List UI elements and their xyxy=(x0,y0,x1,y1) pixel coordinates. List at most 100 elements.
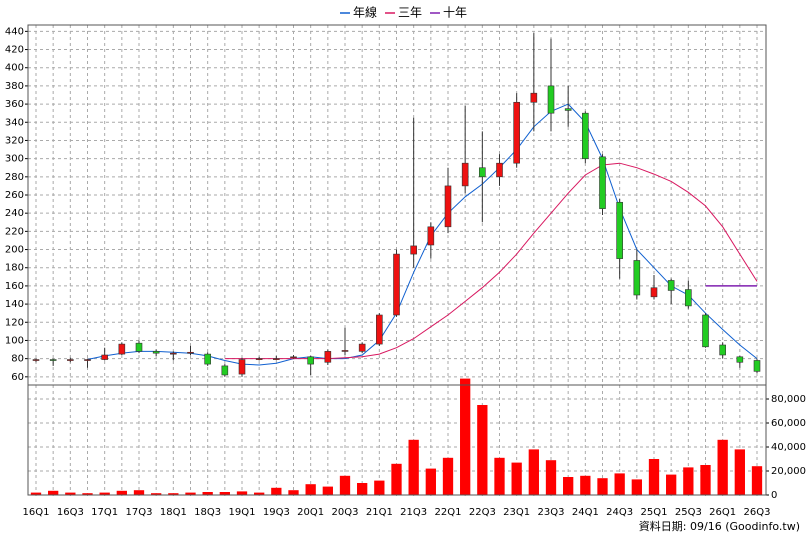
y2-tick-label: 40,000 xyxy=(771,442,806,453)
candle-body xyxy=(290,356,297,359)
candle-body xyxy=(685,289,692,307)
y-tick-label: 220 xyxy=(5,226,24,237)
candle-body xyxy=(376,314,383,345)
candle-body xyxy=(170,352,177,355)
y-tick-label: 320 xyxy=(5,135,24,146)
candle-body xyxy=(479,167,486,178)
volume-bar xyxy=(30,492,42,495)
candle-body xyxy=(633,260,641,296)
x-tick-label: 18Q1 xyxy=(160,507,187,518)
volume-bar xyxy=(614,473,625,495)
candle-body xyxy=(118,343,126,355)
y-tick-label: 260 xyxy=(5,190,24,201)
legend-label: 年線 xyxy=(353,5,377,20)
y2-tick-label: 20,000 xyxy=(771,466,806,477)
candle-body xyxy=(616,201,623,259)
x-tick-label: 25Q3 xyxy=(675,507,702,518)
volume-bar xyxy=(734,449,745,495)
volume-bar xyxy=(322,486,333,495)
y-tick-label: 300 xyxy=(5,154,24,165)
y-tick-label: 240 xyxy=(5,208,24,219)
x-tick-label: 26Q3 xyxy=(744,507,771,518)
volume-bar xyxy=(339,475,351,495)
volume-bar xyxy=(357,483,368,495)
volume-bar xyxy=(511,462,522,495)
volume-bar xyxy=(271,487,282,495)
x-tick-label: 21Q1 xyxy=(366,507,393,518)
candle-body xyxy=(101,354,108,360)
candle-body xyxy=(513,101,520,164)
legend-label: 十年 xyxy=(443,6,467,20)
volume-bar xyxy=(185,492,196,495)
volume-bar xyxy=(99,492,110,495)
x-tick-label: 22Q3 xyxy=(469,507,496,518)
volume-bar xyxy=(65,492,76,495)
candle-body xyxy=(530,92,538,103)
volume-bar xyxy=(580,475,591,495)
y-tick-label: 200 xyxy=(5,245,24,256)
candle-body xyxy=(32,359,40,361)
candle-body xyxy=(496,162,503,178)
y-tick-label: 400 xyxy=(5,63,24,74)
volume-bar xyxy=(391,463,402,495)
candle-body xyxy=(427,226,435,246)
volume-bar xyxy=(133,490,145,495)
volume-bar xyxy=(374,480,385,495)
volume-bar xyxy=(425,468,436,495)
candle-body xyxy=(324,351,332,363)
x-tick-label: 23Q3 xyxy=(538,507,565,518)
volume-bar xyxy=(700,465,711,495)
x-tick-label: 21Q3 xyxy=(400,507,427,518)
volume-bar xyxy=(116,490,127,495)
x-tick-label: 17Q3 xyxy=(126,507,153,518)
candle-body xyxy=(753,360,761,372)
y-tick-label: 280 xyxy=(5,172,24,183)
x-tick-label: 24Q1 xyxy=(572,507,599,518)
x-tick-label: 20Q3 xyxy=(332,507,359,518)
x-tick-label: 25Q1 xyxy=(641,507,668,518)
candle-body xyxy=(49,359,57,361)
y-tick-label: 140 xyxy=(5,299,24,310)
volume-bar xyxy=(751,466,763,495)
volume-bar xyxy=(408,439,419,495)
y-tick-label: 440 xyxy=(5,26,24,37)
volume-bar xyxy=(442,457,454,495)
candle-body xyxy=(358,343,366,352)
x-tick-label: 16Q1 xyxy=(23,507,50,518)
y-tick-label: 80 xyxy=(11,354,24,365)
candle-body xyxy=(204,353,211,365)
candle-body xyxy=(393,253,400,316)
candle-body xyxy=(650,287,658,298)
candle-body xyxy=(410,245,417,255)
legend-label: 三年 xyxy=(398,6,422,20)
plot-frame xyxy=(27,24,767,496)
candle-body xyxy=(461,162,469,187)
y2-tick-label: 60,000 xyxy=(771,418,806,429)
volume-bar xyxy=(717,439,728,495)
candle-body xyxy=(667,280,675,291)
volume-bar xyxy=(219,492,230,495)
y-tick-label: 360 xyxy=(5,99,24,110)
candle-body xyxy=(84,359,91,361)
footer: 資料日期: 09/16 (Goodinfo.tw) xyxy=(639,519,800,533)
volume-bar xyxy=(82,493,93,495)
y-tick-label: 60 xyxy=(11,372,24,383)
y2-tick-label: 80,000 xyxy=(771,394,806,405)
volume-bar xyxy=(305,484,316,495)
candle-body xyxy=(599,156,606,209)
candle-body xyxy=(736,356,744,363)
volume-bar xyxy=(545,460,557,495)
x-tick-label: 23Q1 xyxy=(503,507,530,518)
candle-body xyxy=(221,365,229,376)
y-tick-label: 340 xyxy=(5,117,24,128)
x-tick-label: 24Q3 xyxy=(606,507,633,518)
volume-bar xyxy=(528,449,539,495)
y-tick-label: 160 xyxy=(5,281,24,292)
volume-bar xyxy=(563,477,574,495)
y-tick-label: 120 xyxy=(5,317,24,328)
candle-body xyxy=(187,351,194,354)
volume-bar xyxy=(648,459,660,495)
candle-body xyxy=(564,108,572,111)
y-tick-label: 380 xyxy=(5,81,24,92)
